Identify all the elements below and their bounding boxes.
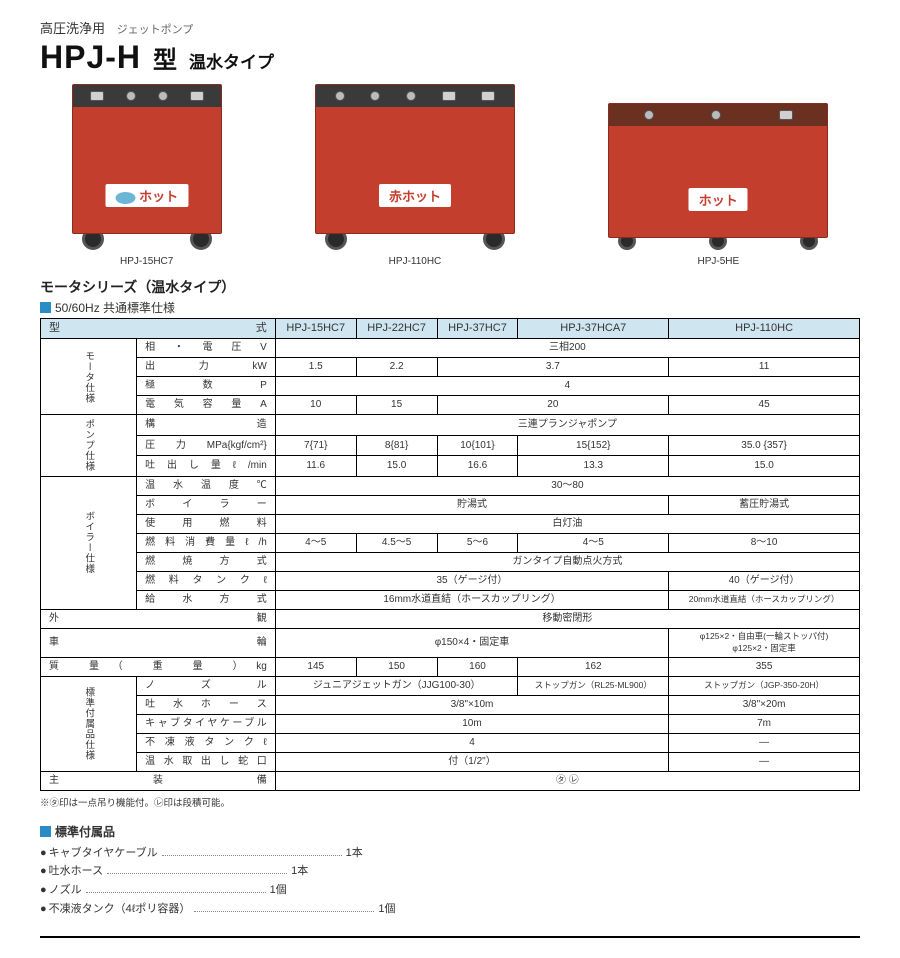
group-pump: ポンプ仕様 — [41, 415, 137, 477]
product-1-sticker: ホット — [139, 189, 178, 204]
row-phase-val: 三相200 — [275, 339, 859, 358]
title-model: HPJ-H — [40, 39, 141, 76]
product-3-sticker: ホット — [699, 193, 738, 208]
product-3-illustration: ホット — [608, 103, 828, 238]
product-images-row: ホット HPJ-15HC7 赤ホット HPJ-110HC ホット HPJ-5HE — [40, 84, 860, 267]
col-5: HPJ-110HC — [669, 319, 860, 339]
product-3: ホット HPJ-5HE — [608, 103, 828, 267]
group-boiler: ボイラー仕様 — [41, 476, 137, 609]
product-2-sticker: 赤ホット — [389, 189, 441, 204]
product-1-label: HPJ-15HC7 — [72, 256, 222, 267]
acc-item-2: ●ノズル1個 — [40, 881, 860, 900]
page-title: HPJ-H 型 温水タイプ — [40, 39, 860, 76]
col-model-label: 型 式 — [41, 319, 276, 339]
title-suffix: 型 — [153, 40, 177, 75]
category-main: 高圧洗浄用 — [40, 21, 105, 36]
spec-table: 型 式 HPJ-15HC7 HPJ-22HC7 HPJ-37HC7 HPJ-37… — [40, 318, 860, 791]
spec-section-sub: 50/60Hz 共通標準仕様 — [40, 299, 860, 316]
spec-section-title: モータシリーズ（温水タイプ） — [40, 277, 860, 297]
col-1: HPJ-15HC7 — [275, 319, 356, 339]
row-amps-label: 電 気 容 量 A — [137, 396, 276, 415]
product-3-label: HPJ-5HE — [608, 256, 828, 267]
group-accessory: 標準付属品仕様 — [41, 676, 137, 771]
category-sub: ジェットポンプ — [117, 24, 194, 36]
col-4: HPJ-37HCA7 — [518, 319, 669, 339]
product-1-illustration: ホット — [72, 84, 222, 234]
row-output-label: 出 力 kW — [137, 358, 276, 377]
acc-item-3: ●不凍液タンク（4ℓポリ容器）1個 — [40, 900, 860, 919]
row-phase-label: 相 ・ 電 圧 V — [137, 339, 276, 358]
row-poles-label: 極 数 P — [137, 377, 276, 396]
product-2-label: HPJ-110HC — [315, 256, 515, 267]
col-3: HPJ-37HC7 — [437, 319, 518, 339]
acc-item-1: ●吐水ホース1本 — [40, 862, 860, 881]
spec-note: ※㋟印は一点吊り機能付。㋹印は段積可能。 — [40, 795, 860, 809]
bottom-rule — [40, 936, 860, 938]
accessories-title: 標準付属品 — [55, 825, 115, 839]
product-2: 赤ホット HPJ-110HC — [315, 84, 515, 267]
page-category: 高圧洗浄用 ジェットポンプ — [40, 18, 860, 37]
title-variant: 温水タイプ — [189, 48, 274, 73]
product-1: ホット HPJ-15HC7 — [72, 84, 222, 267]
col-2: HPJ-22HC7 — [356, 319, 437, 339]
group-motor: モータ仕様 — [41, 339, 137, 415]
acc-item-0: ●キャブタイヤケーブル1本 — [40, 844, 860, 863]
product-2-illustration: 赤ホット — [315, 84, 515, 234]
accessories-section: 標準付属品 ●キャブタイヤケーブル1本 ●吐水ホース1本 ●ノズル1個 ●不凍液… — [40, 823, 860, 919]
